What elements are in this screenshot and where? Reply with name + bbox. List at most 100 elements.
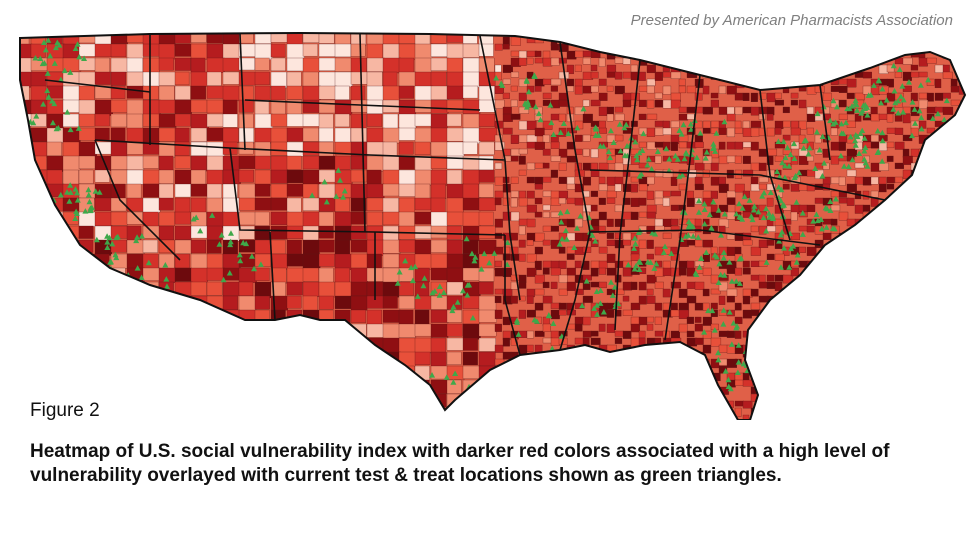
county-cell: [758, 274, 766, 284]
county-cell: [430, 407, 446, 420]
county-cell: [238, 365, 254, 380]
county-cell: [934, 316, 944, 325]
county-cell: [854, 239, 862, 248]
county-cell: [206, 155, 224, 171]
county-cell: [550, 337, 561, 346]
county-cell: [142, 155, 159, 169]
county-cell: [254, 351, 273, 367]
county-cell: [398, 323, 416, 338]
county-cell: [958, 106, 965, 114]
county-cell: [446, 253, 464, 270]
county-cell: [862, 176, 872, 186]
location-triangle-marker: [712, 148, 719, 154]
county-cell: [774, 99, 785, 106]
county-cell: [686, 239, 697, 246]
location-triangle-marker: [631, 265, 638, 272]
county-cell: [862, 316, 872, 323]
county-cell: [286, 393, 305, 409]
county-cell: [638, 351, 648, 361]
county-cell: [478, 169, 495, 183]
location-triangle-marker: [780, 138, 787, 145]
county-cell: [382, 379, 401, 396]
county-cell: [126, 57, 144, 73]
county-cell: [78, 351, 96, 366]
location-triangle-marker: [908, 132, 915, 139]
county-cell: [670, 141, 678, 151]
county-cell: [886, 400, 895, 410]
county-cell: [862, 71, 872, 79]
county-cell: [158, 337, 175, 354]
county-cell: [502, 43, 510, 50]
county-cell: [78, 267, 97, 281]
location-triangle-marker: [749, 216, 756, 223]
county-cell: [886, 64, 895, 73]
county-cell: [870, 218, 878, 227]
county-cell: [20, 295, 30, 309]
county-cell: [950, 393, 960, 403]
county-cell: [238, 393, 257, 410]
county-cell: [254, 71, 270, 86]
county-cell: [694, 400, 703, 410]
county-cell: [662, 288, 671, 298]
county-cell: [254, 169, 272, 186]
county-cell: [934, 337, 945, 347]
county-cell: [566, 176, 575, 185]
county-cell: [510, 113, 521, 120]
county-cell: [566, 253, 575, 260]
location-triangle-marker: [856, 150, 863, 157]
county-cell: [750, 162, 761, 171]
county-cell: [734, 50, 744, 60]
county-cell: [126, 169, 144, 185]
county-cell: [734, 120, 742, 129]
county-cell: [318, 57, 337, 71]
county-cell: [478, 155, 494, 171]
county-cell: [686, 365, 696, 372]
county-cell: [822, 400, 832, 410]
county-cell: [614, 43, 625, 53]
county-cell: [46, 169, 63, 185]
county-cell: [590, 372, 600, 379]
county-cell: [446, 337, 465, 351]
county-cell: [750, 33, 758, 36]
county-cell: [967, 373, 974, 382]
county-cell: [942, 316, 953, 326]
county-cell: [46, 155, 64, 172]
county-cell: [462, 281, 481, 297]
county-cell: [462, 99, 481, 114]
county-cell: [598, 57, 606, 67]
location-triangle-marker: [736, 200, 743, 207]
county-cell: [822, 260, 831, 269]
county-cell: [350, 225, 367, 240]
county-cell: [790, 302, 800, 312]
county-cell: [726, 141, 736, 150]
county-cell: [110, 57, 130, 73]
county-cell: [934, 253, 944, 260]
location-triangle-marker: [639, 147, 646, 153]
county-cell: [110, 365, 126, 382]
county-cell: [270, 337, 288, 353]
county-cell: [270, 365, 286, 382]
county-cell: [398, 393, 414, 410]
county-cell: [78, 365, 95, 380]
county-cell: [774, 407, 785, 415]
location-triangle-marker: [237, 257, 244, 264]
location-triangle-marker: [777, 197, 784, 204]
county-cell: [286, 365, 305, 380]
county-cell: [254, 323, 273, 339]
county-cell: [967, 408, 974, 415]
county-cell: [502, 400, 514, 408]
county-cell: [830, 246, 838, 255]
county-cell: [174, 85, 191, 100]
location-triangle-marker: [685, 218, 692, 225]
county-cell: [302, 33, 320, 43]
county-cell: [582, 99, 590, 107]
county-cell: [678, 183, 688, 191]
county-cell: [174, 365, 193, 379]
county-cell: [302, 337, 322, 352]
county-cell: [894, 176, 903, 183]
county-cell: [702, 127, 711, 134]
county-cell: [478, 351, 496, 367]
county-cell: [430, 351, 447, 367]
county-cell: [806, 379, 817, 387]
county-cell: [622, 295, 630, 302]
